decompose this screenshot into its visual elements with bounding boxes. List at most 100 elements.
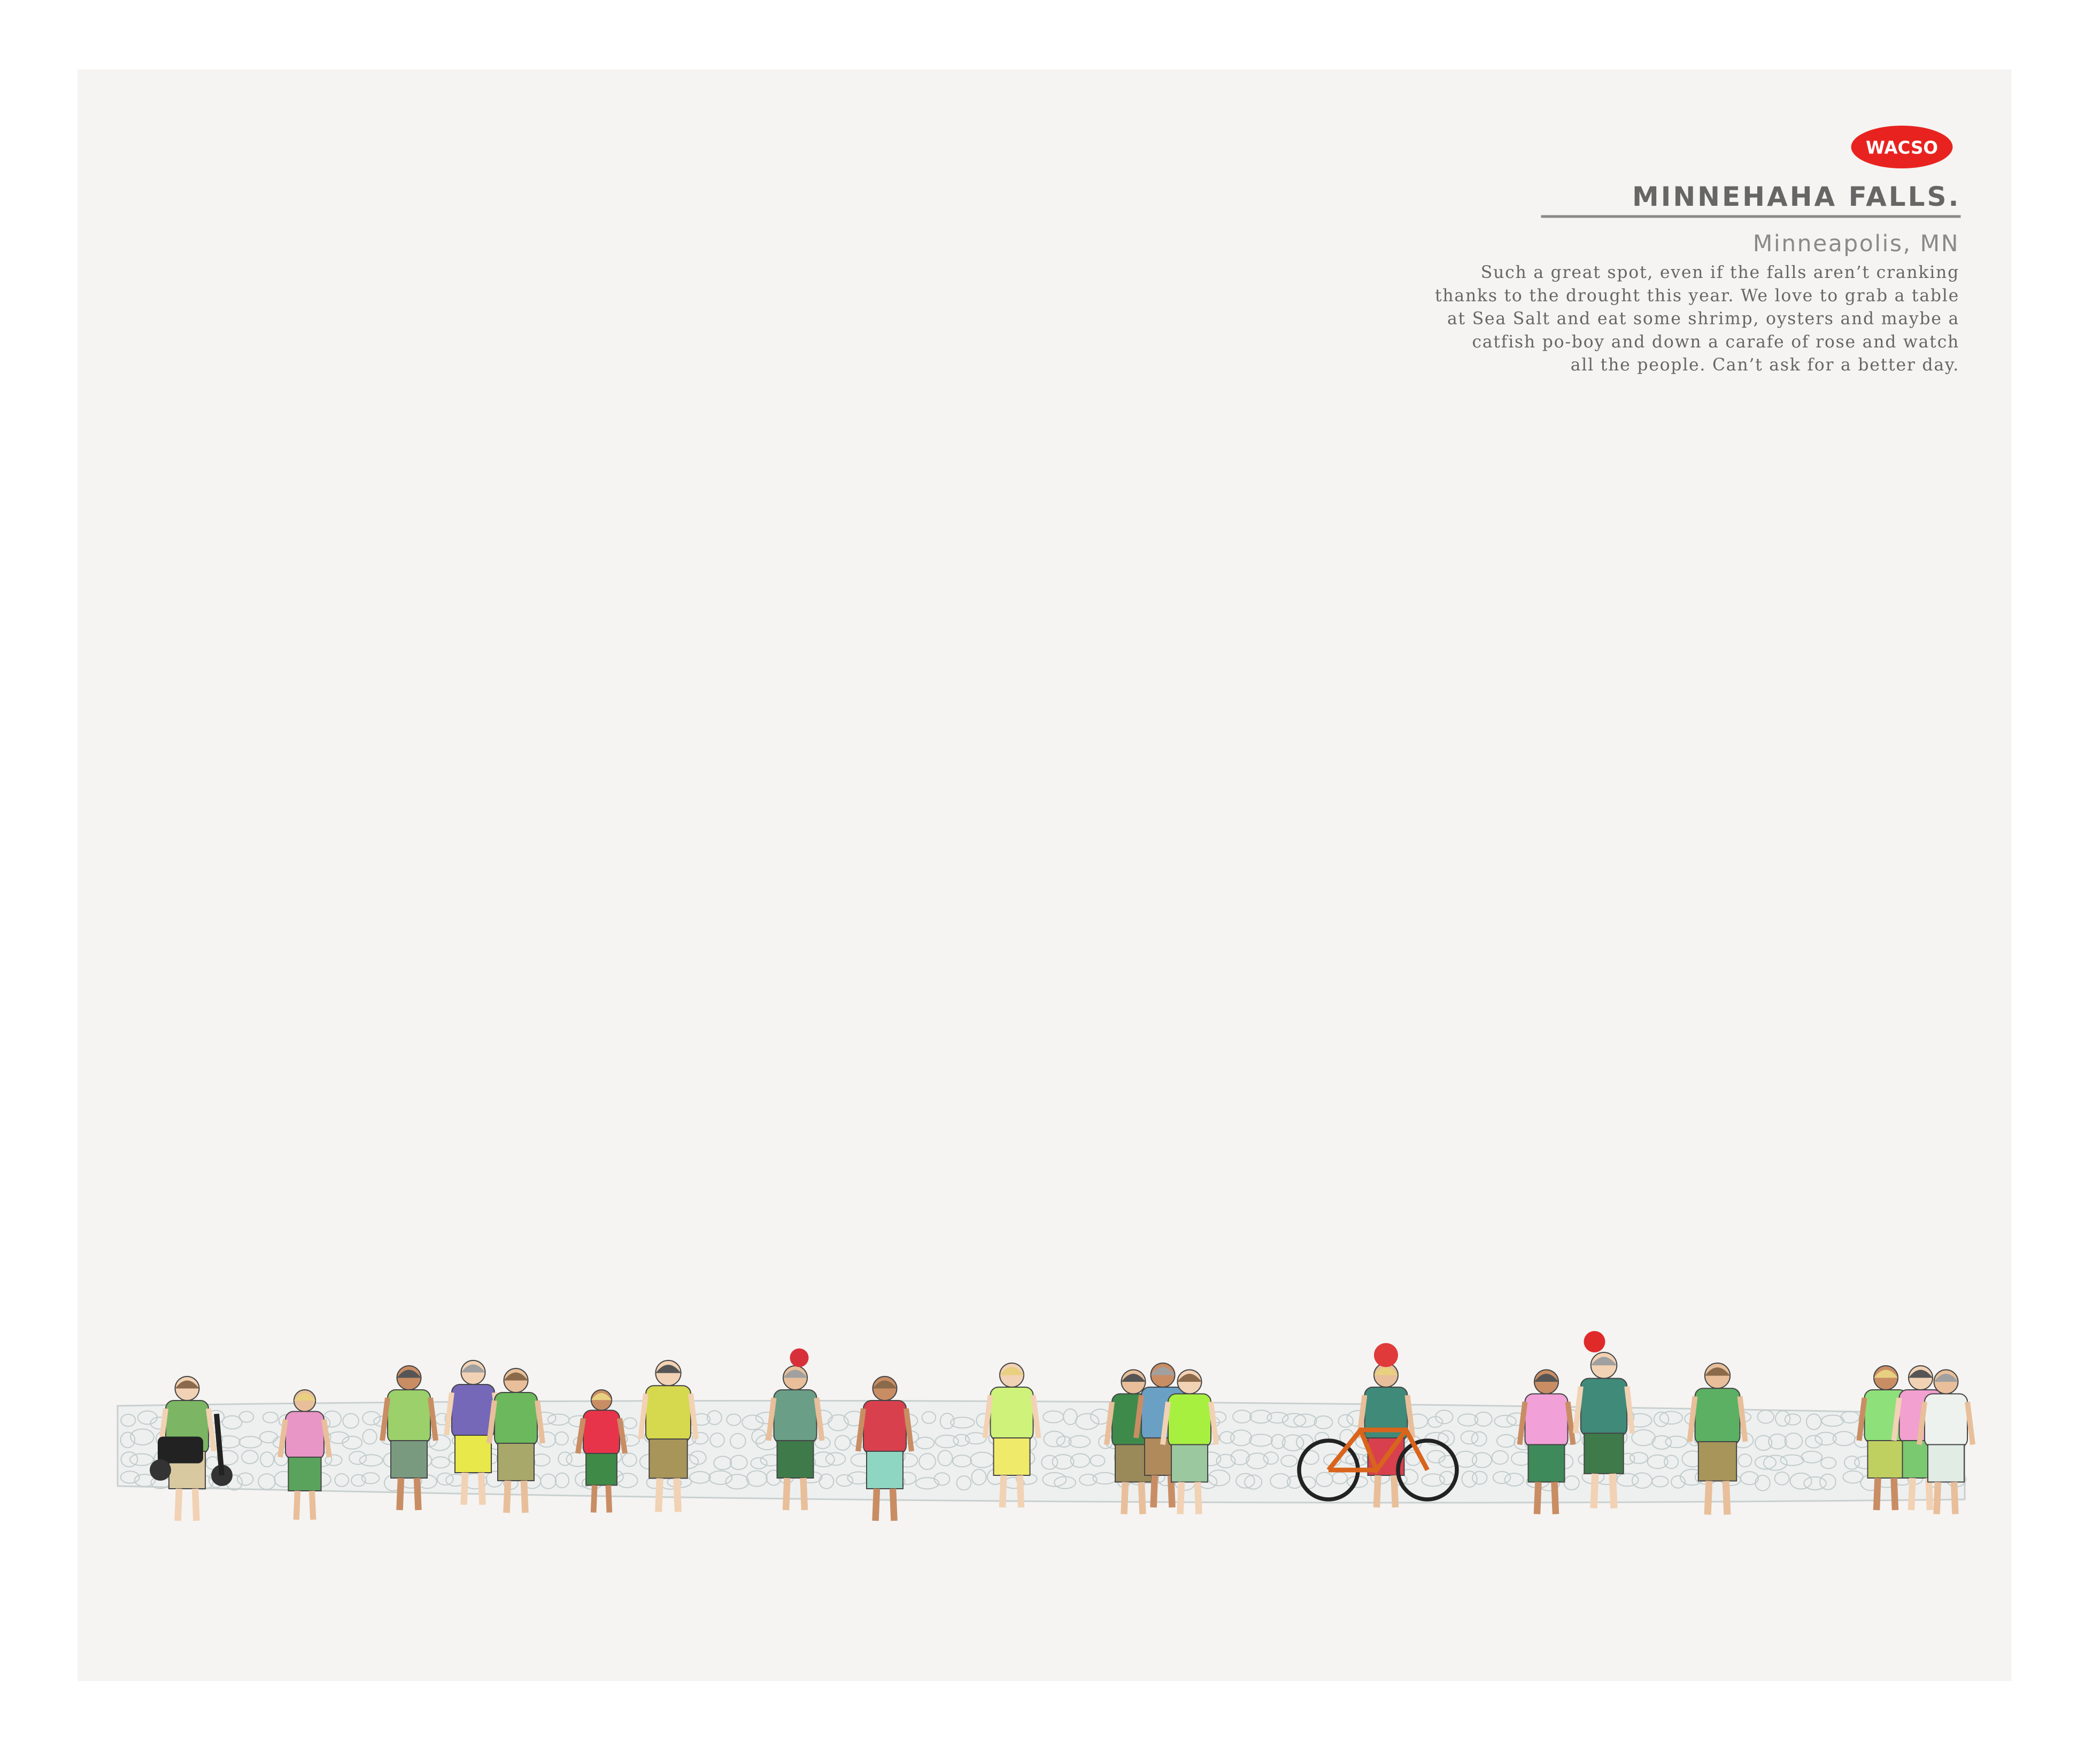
arm bbox=[1133, 1395, 1144, 1438]
arm bbox=[575, 1418, 586, 1454]
stone bbox=[834, 1435, 851, 1451]
stone bbox=[1496, 1434, 1516, 1448]
person bbox=[486, 1368, 545, 1513]
stone bbox=[706, 1410, 722, 1425]
stone bbox=[971, 1468, 987, 1486]
stone bbox=[1079, 1473, 1098, 1486]
stone bbox=[1457, 1413, 1479, 1427]
stone bbox=[1774, 1471, 1790, 1486]
stone bbox=[1805, 1435, 1823, 1449]
arm bbox=[1687, 1396, 1698, 1442]
leg bbox=[1609, 1473, 1618, 1508]
stone bbox=[120, 1471, 140, 1484]
arm bbox=[1208, 1401, 1219, 1445]
hair bbox=[1121, 1374, 1146, 1382]
arm bbox=[1404, 1395, 1416, 1438]
stone bbox=[1090, 1454, 1106, 1467]
stone bbox=[1216, 1453, 1236, 1468]
stone bbox=[1267, 1412, 1289, 1424]
hair bbox=[1177, 1374, 1202, 1382]
stone bbox=[689, 1471, 711, 1484]
leg bbox=[1873, 1477, 1881, 1511]
cap bbox=[790, 1348, 809, 1367]
stone bbox=[1803, 1476, 1827, 1490]
legs bbox=[1171, 1444, 1209, 1483]
stone bbox=[359, 1454, 383, 1467]
arm bbox=[1965, 1401, 1975, 1445]
stone bbox=[691, 1432, 709, 1445]
logo-badge bbox=[1851, 126, 1953, 168]
bike-frame bbox=[1326, 1427, 1430, 1475]
leg bbox=[1950, 1482, 1959, 1514]
stone bbox=[1627, 1413, 1652, 1428]
stone bbox=[361, 1472, 380, 1484]
stone bbox=[939, 1413, 955, 1429]
torso bbox=[494, 1392, 538, 1446]
leg bbox=[1590, 1473, 1599, 1508]
stone bbox=[828, 1414, 849, 1432]
stone bbox=[1671, 1475, 1686, 1489]
stone bbox=[1052, 1454, 1075, 1470]
helmet bbox=[1374, 1343, 1398, 1367]
stone bbox=[1494, 1414, 1517, 1428]
arm bbox=[855, 1408, 866, 1452]
stone bbox=[1244, 1474, 1263, 1490]
stone bbox=[915, 1477, 940, 1490]
description-line: at Sea Salt and eat some shrimp, oysters… bbox=[1447, 310, 1959, 329]
leg bbox=[1722, 1481, 1731, 1515]
stone bbox=[1054, 1476, 1076, 1489]
stone bbox=[120, 1451, 138, 1468]
leg bbox=[1391, 1475, 1399, 1508]
stone bbox=[436, 1472, 454, 1486]
stone bbox=[1653, 1411, 1670, 1427]
arm bbox=[688, 1393, 699, 1440]
leg bbox=[308, 1490, 316, 1520]
stone bbox=[540, 1473, 557, 1489]
legs bbox=[497, 1443, 535, 1481]
legs bbox=[288, 1457, 322, 1492]
stone bbox=[915, 1436, 935, 1450]
stone bbox=[1472, 1452, 1493, 1468]
stone bbox=[1801, 1450, 1823, 1464]
stone bbox=[236, 1472, 254, 1486]
arm bbox=[904, 1408, 914, 1452]
leg bbox=[872, 1488, 881, 1521]
torso bbox=[1168, 1393, 1211, 1448]
stone bbox=[713, 1456, 732, 1471]
stone bbox=[622, 1452, 637, 1467]
arm bbox=[535, 1400, 545, 1444]
leg bbox=[1373, 1475, 1381, 1508]
stone bbox=[241, 1450, 259, 1465]
stone bbox=[937, 1450, 953, 1467]
legs bbox=[454, 1435, 492, 1473]
legs bbox=[1584, 1433, 1624, 1474]
leg bbox=[477, 1472, 486, 1505]
arm bbox=[206, 1408, 217, 1452]
arm bbox=[428, 1397, 438, 1441]
person bbox=[444, 1360, 503, 1505]
arm bbox=[1917, 1401, 1927, 1445]
hair bbox=[1374, 1367, 1398, 1375]
stone bbox=[709, 1432, 725, 1448]
hair bbox=[655, 1365, 681, 1373]
stone bbox=[1338, 1414, 1354, 1428]
stone bbox=[1740, 1471, 1759, 1486]
person bbox=[1917, 1369, 1975, 1514]
torso bbox=[1924, 1393, 1968, 1448]
leg bbox=[460, 1472, 469, 1505]
stone bbox=[1280, 1454, 1298, 1467]
stone bbox=[742, 1414, 764, 1430]
stone bbox=[1293, 1413, 1317, 1428]
legs bbox=[866, 1451, 904, 1489]
stone bbox=[1820, 1457, 1837, 1469]
stone bbox=[729, 1454, 748, 1471]
torso bbox=[1580, 1378, 1628, 1437]
stone bbox=[689, 1450, 707, 1465]
hair bbox=[175, 1380, 199, 1389]
leg bbox=[1121, 1482, 1129, 1514]
hair bbox=[1000, 1367, 1024, 1375]
stone bbox=[130, 1428, 155, 1445]
torso bbox=[645, 1385, 692, 1443]
hair bbox=[1874, 1370, 1898, 1378]
stone bbox=[1230, 1429, 1253, 1446]
